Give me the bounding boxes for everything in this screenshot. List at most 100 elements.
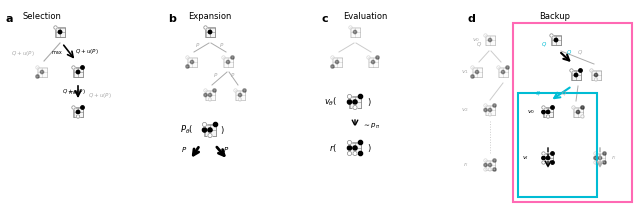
- Circle shape: [581, 115, 584, 118]
- Circle shape: [226, 60, 230, 64]
- Text: $)$: $)$: [367, 142, 371, 154]
- Text: $r_i$: $r_i$: [464, 160, 469, 170]
- Circle shape: [76, 115, 80, 118]
- Circle shape: [484, 108, 487, 112]
- Circle shape: [594, 161, 597, 164]
- Circle shape: [497, 66, 500, 69]
- Circle shape: [574, 73, 578, 77]
- Circle shape: [551, 161, 554, 164]
- Circle shape: [594, 152, 597, 155]
- Circle shape: [376, 56, 379, 59]
- Text: max: max: [69, 90, 79, 95]
- Circle shape: [72, 66, 75, 69]
- Circle shape: [238, 93, 242, 97]
- Circle shape: [493, 168, 496, 171]
- Circle shape: [603, 161, 606, 164]
- Text: $\sim p_\pi$: $\sim p_\pi$: [362, 121, 380, 131]
- Text: $r_i$: $r_i$: [611, 154, 617, 162]
- Text: P: P: [196, 43, 199, 48]
- Circle shape: [598, 156, 602, 160]
- Circle shape: [471, 75, 474, 78]
- Circle shape: [231, 56, 234, 59]
- Circle shape: [238, 98, 242, 101]
- Circle shape: [371, 60, 375, 64]
- Circle shape: [353, 151, 357, 156]
- Circle shape: [204, 89, 207, 92]
- Circle shape: [81, 106, 84, 109]
- Circle shape: [488, 38, 491, 42]
- Text: Backup: Backup: [540, 12, 570, 21]
- Text: Q: Q: [536, 91, 540, 95]
- Circle shape: [367, 56, 370, 59]
- Circle shape: [484, 159, 487, 162]
- Text: $v_0$: $v_0$: [527, 108, 535, 116]
- Text: max: max: [51, 50, 62, 55]
- Circle shape: [546, 156, 550, 160]
- Text: Selection: Selection: [23, 12, 62, 21]
- Text: P: P: [231, 73, 235, 78]
- Circle shape: [76, 110, 80, 114]
- Circle shape: [358, 151, 363, 156]
- FancyBboxPatch shape: [223, 57, 233, 67]
- Circle shape: [488, 168, 491, 171]
- Circle shape: [208, 128, 212, 132]
- Text: $Q+u(P)$: $Q+u(P)$: [75, 46, 98, 55]
- Circle shape: [493, 159, 496, 162]
- Circle shape: [594, 73, 598, 77]
- Circle shape: [203, 122, 206, 127]
- Circle shape: [72, 106, 75, 109]
- Circle shape: [590, 69, 593, 72]
- Circle shape: [501, 70, 505, 74]
- Circle shape: [353, 30, 357, 34]
- Circle shape: [488, 163, 491, 167]
- Circle shape: [551, 152, 554, 155]
- FancyBboxPatch shape: [485, 160, 495, 170]
- Text: d: d: [468, 14, 476, 24]
- FancyBboxPatch shape: [55, 27, 65, 37]
- Text: $v_1$: $v_1$: [461, 68, 469, 76]
- FancyBboxPatch shape: [485, 105, 495, 115]
- Text: Q: Q: [567, 50, 572, 55]
- Circle shape: [550, 34, 553, 37]
- Circle shape: [546, 161, 550, 164]
- Text: P: P: [220, 43, 224, 48]
- FancyBboxPatch shape: [350, 27, 360, 37]
- Circle shape: [347, 151, 352, 156]
- FancyBboxPatch shape: [573, 107, 583, 117]
- Circle shape: [347, 140, 352, 145]
- FancyBboxPatch shape: [543, 107, 553, 117]
- FancyBboxPatch shape: [498, 67, 508, 77]
- FancyBboxPatch shape: [235, 90, 245, 100]
- FancyBboxPatch shape: [73, 67, 83, 77]
- Circle shape: [542, 156, 545, 160]
- Circle shape: [208, 133, 212, 138]
- Circle shape: [603, 152, 606, 155]
- Text: Q: Q: [578, 50, 582, 55]
- Text: $Q+u(P)$: $Q+u(P)$: [62, 88, 86, 97]
- Text: $)$: $)$: [220, 124, 225, 136]
- Text: $)$: $)$: [367, 96, 371, 108]
- Circle shape: [213, 89, 216, 92]
- Circle shape: [581, 106, 584, 109]
- Circle shape: [76, 70, 80, 74]
- Text: $Q+u(P)$: $Q+u(P)$: [88, 91, 112, 101]
- Text: $P_\theta($: $P_\theta($: [180, 124, 194, 136]
- Circle shape: [222, 56, 225, 59]
- Circle shape: [484, 34, 487, 37]
- Circle shape: [208, 30, 211, 34]
- Circle shape: [347, 146, 352, 150]
- Circle shape: [208, 98, 211, 101]
- Circle shape: [347, 94, 352, 99]
- Circle shape: [506, 66, 509, 69]
- Circle shape: [349, 26, 352, 29]
- Circle shape: [54, 26, 57, 29]
- FancyBboxPatch shape: [591, 70, 601, 80]
- FancyBboxPatch shape: [551, 35, 561, 45]
- FancyBboxPatch shape: [595, 153, 605, 163]
- Circle shape: [551, 106, 554, 109]
- Circle shape: [484, 163, 487, 167]
- FancyBboxPatch shape: [349, 142, 361, 154]
- Circle shape: [204, 93, 207, 97]
- Text: Expansion: Expansion: [189, 12, 232, 21]
- Text: P: P: [215, 73, 218, 78]
